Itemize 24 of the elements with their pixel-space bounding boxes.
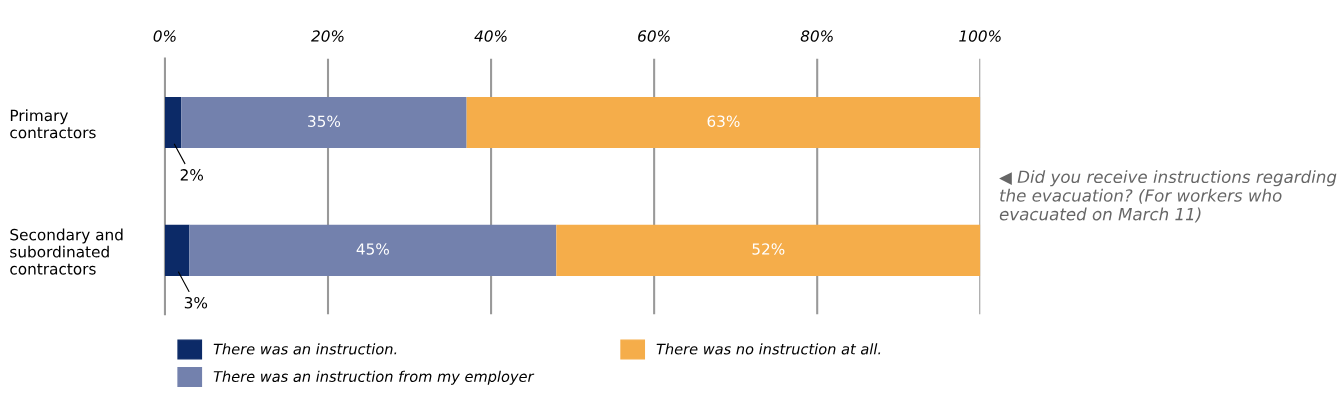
- x-tick-label: 100%: [959, 30, 1001, 42]
- legend-label: There was no instruction at all.: [656, 343, 881, 355]
- bar: [164, 97, 182, 149]
- data-label: 63%: [707, 115, 740, 127]
- x-tick-label: 40%: [474, 30, 507, 42]
- text: ◀ Did you receive instructions regarding the evacuation? (For workers who evacuated on March 11): [999, 170, 1337, 223]
- legend-label: There was an instruction.: [213, 343, 397, 355]
- data-label: 2%: [180, 169, 204, 181]
- bar: [189, 224, 557, 276]
- bar: [164, 224, 190, 276]
- y-tick-label: Primary contractors: [10, 109, 96, 139]
- data-label: 3%: [184, 296, 208, 309]
- x-tick-label: 60%: [638, 30, 670, 42]
- x-tick-label: 80%: [800, 30, 833, 42]
- x-tick-label: 0%: [153, 30, 176, 42]
- x-tick-label: 20%: [311, 30, 344, 42]
- data-label: 35%: [308, 115, 341, 127]
- y-tick-label: Secondary and subordinated contractors: [10, 228, 123, 275]
- bar: [181, 97, 467, 149]
- bar: [466, 97, 981, 149]
- legend-label: There was an instruction from my employer: [213, 370, 535, 385]
- bar: [556, 224, 981, 276]
- data-label: 52%: [752, 243, 785, 255]
- data-label: 45%: [356, 243, 389, 255]
